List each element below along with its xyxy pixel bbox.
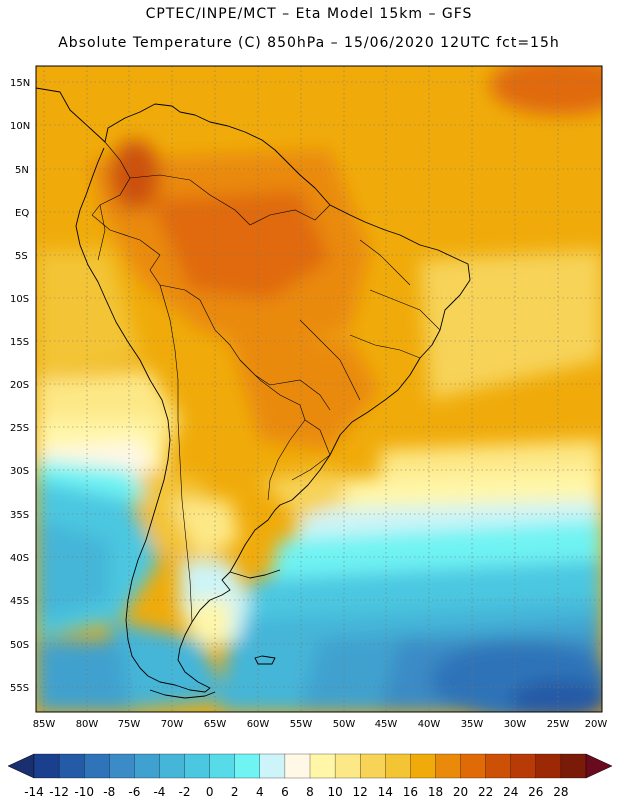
lat-label: 55S bbox=[10, 683, 29, 694]
colorbar-label: 20 bbox=[453, 785, 468, 799]
map-title-line-2: Absolute Temperature (C) 850hPa – 15/06/… bbox=[58, 35, 560, 51]
colorbar-label: 4 bbox=[256, 785, 264, 799]
colorbar-cell bbox=[410, 753, 436, 779]
lat-label: 35S bbox=[10, 510, 29, 521]
colorbar-label: 28 bbox=[553, 785, 568, 799]
lat-label: 45S bbox=[10, 596, 29, 607]
colorbar-label: 18 bbox=[428, 785, 443, 799]
lon-label: 55W bbox=[290, 719, 313, 730]
colorbar-cell bbox=[360, 753, 386, 779]
lon-label: 30W bbox=[504, 719, 527, 730]
lon-label: 85W bbox=[33, 719, 56, 730]
colorbar-label: 6 bbox=[281, 785, 289, 799]
lat-label: 15S bbox=[10, 337, 29, 348]
colorbar-cell bbox=[334, 753, 361, 779]
colorbar-cell bbox=[184, 753, 211, 779]
lon-label: 70W bbox=[161, 719, 184, 730]
colorbar-cell bbox=[234, 753, 261, 779]
lat-label: 10N bbox=[10, 121, 30, 132]
colorbar-cell bbox=[159, 753, 185, 779]
temperature-field bbox=[36, 66, 602, 712]
colorbar-cell bbox=[284, 753, 311, 779]
colorbar-label: -14 bbox=[24, 785, 44, 799]
lon-label: 40W bbox=[418, 719, 441, 730]
map-title-line-1: CPTEC/INPE/MCT – Eta Model 15km – GFS bbox=[145, 6, 473, 22]
colorbar-label: 8 bbox=[306, 785, 314, 799]
lon-label: 35W bbox=[461, 719, 484, 730]
colorbar-cell bbox=[510, 753, 537, 779]
colorbar-label: 2 bbox=[231, 785, 239, 799]
colorbar-label: -8 bbox=[103, 785, 115, 799]
colorbar-label: 14 bbox=[378, 785, 393, 799]
colorbar-low-arrow bbox=[7, 753, 35, 779]
colorbar-labels: -14 -12 -10 -8 -6 -4 -2 0 2 4 6 8 10 12 14 16 18 20 22 24 26… bbox=[24, 785, 568, 799]
lon-label: 25W bbox=[547, 719, 570, 730]
lat-label: 15N bbox=[10, 78, 30, 89]
coastlines bbox=[36, 66, 471, 699]
lat-label: 30S bbox=[10, 466, 29, 477]
lon-label: 65W bbox=[204, 719, 227, 730]
colorbar-label: 10 bbox=[327, 785, 342, 799]
colorbar-label: -6 bbox=[128, 785, 140, 799]
lon-label: 75W bbox=[118, 719, 141, 730]
colorbar-cell bbox=[134, 753, 160, 779]
lat-label: 10S bbox=[10, 294, 29, 305]
colorbar-cell bbox=[259, 753, 286, 779]
colorbar-cell bbox=[535, 753, 562, 779]
colorbar-cell bbox=[109, 753, 135, 779]
lat-label: EQ bbox=[15, 208, 29, 219]
colorbar-label: -10 bbox=[74, 785, 94, 799]
colorbar-cell bbox=[385, 753, 411, 779]
colorbar-label: 16 bbox=[403, 785, 418, 799]
lat-label: 50S bbox=[10, 640, 29, 651]
colorbar-cells bbox=[33, 753, 587, 779]
lon-label: 80W bbox=[76, 719, 99, 730]
lon-label: 20W bbox=[585, 719, 608, 730]
country-borders bbox=[91, 141, 441, 623]
colorbar-label: -2 bbox=[179, 785, 191, 799]
colorbar-label: 0 bbox=[206, 785, 214, 799]
colorbar-label: 22 bbox=[478, 785, 493, 799]
longitude-labels: 85W 80W 75W 70W 65W 60W 55W 50W 45W 40W … bbox=[33, 719, 608, 730]
latitude-labels: 15N 10N 5N EQ 5S 10S 15S 20S 25S 30S 35S… bbox=[10, 78, 30, 694]
colorbar-label: 26 bbox=[528, 785, 543, 799]
colorbar-cell bbox=[58, 753, 85, 779]
colorbar-high-arrow bbox=[585, 753, 613, 779]
colorbar-cell bbox=[33, 753, 60, 779]
colorbar-label: 24 bbox=[503, 785, 518, 799]
color-scale: -14 -12 -10 -8 -6 -4 -2 0 2 4 6 8 10 12 14 16 18 20 22 24 26… bbox=[7, 753, 613, 799]
lon-label: 45W bbox=[375, 719, 398, 730]
colorbar-cell bbox=[560, 753, 587, 779]
map-frame bbox=[35, 65, 603, 713]
colorbar-label: -4 bbox=[153, 785, 165, 799]
colorbar-label: 12 bbox=[353, 785, 368, 799]
lon-label: 60W bbox=[247, 719, 270, 730]
lat-label: 5N bbox=[15, 165, 29, 176]
colorbar-cell bbox=[209, 753, 236, 779]
lat-label: 25S bbox=[10, 423, 29, 434]
colorbar-cell bbox=[84, 753, 110, 779]
colorbar-cell bbox=[309, 753, 336, 779]
lon-label: 50W bbox=[333, 719, 356, 730]
lat-label: 20S bbox=[10, 380, 29, 391]
colorbar-cell bbox=[435, 753, 461, 779]
lat-label: 5S bbox=[15, 251, 28, 262]
colorbar-cell bbox=[460, 753, 487, 779]
colorbar-cell bbox=[485, 753, 512, 779]
colorbar-label: -12 bbox=[49, 785, 69, 799]
lat-label: 40S bbox=[10, 553, 29, 564]
